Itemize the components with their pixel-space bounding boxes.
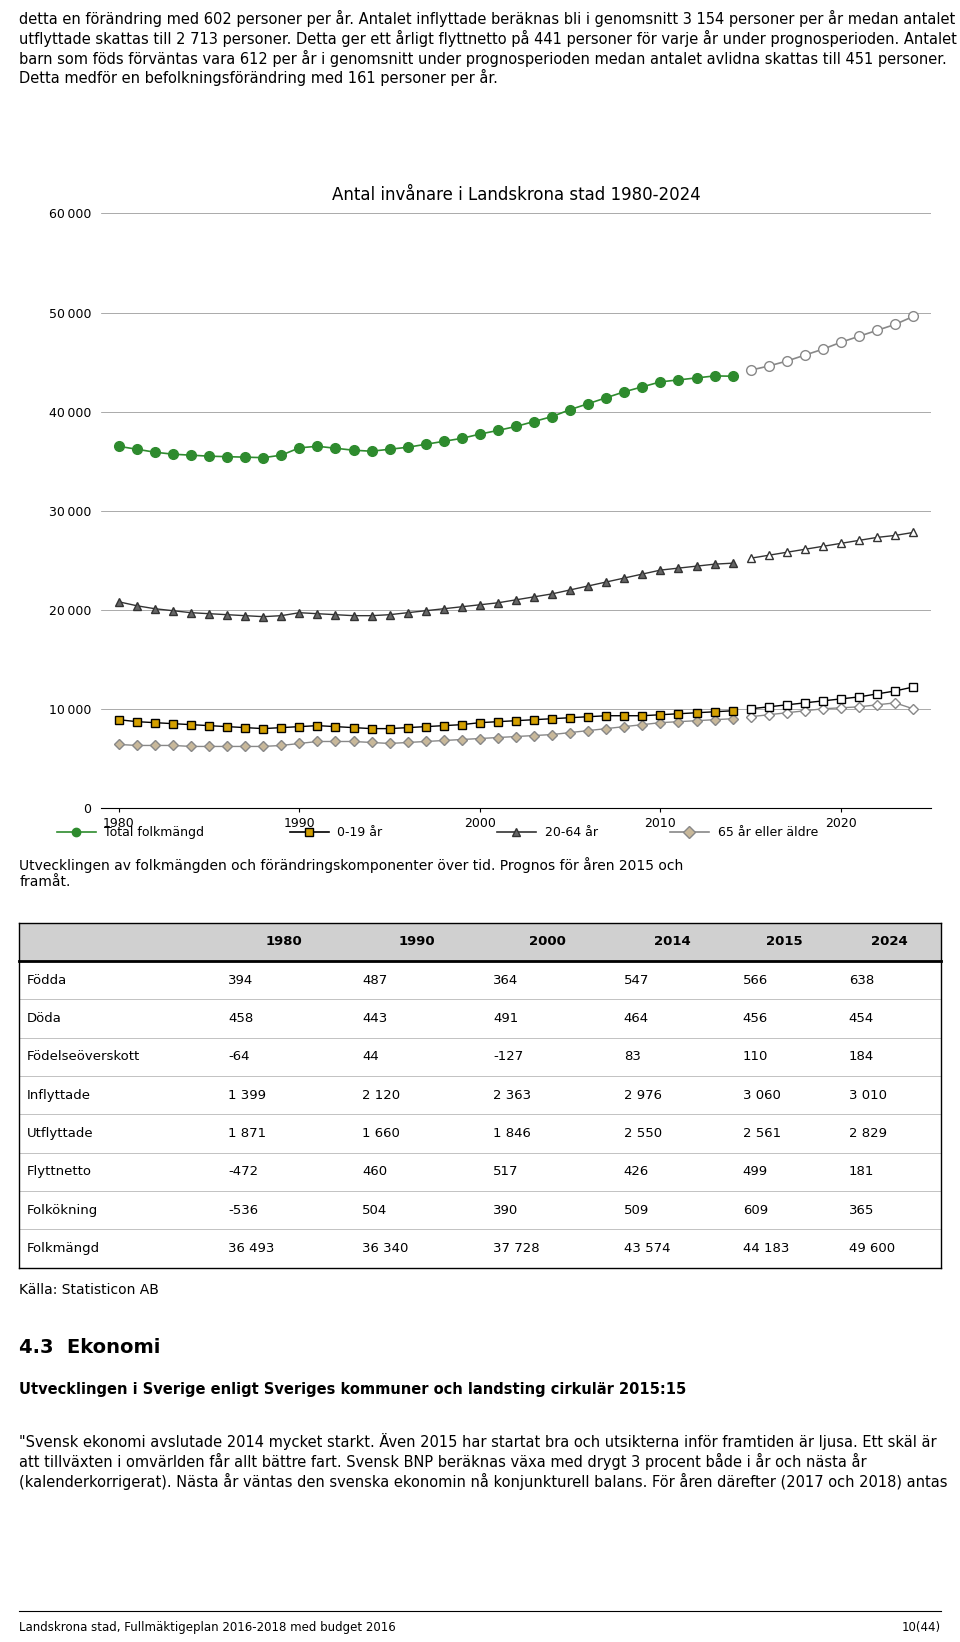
Text: 456: 456 xyxy=(743,1011,768,1025)
Text: 83: 83 xyxy=(624,1051,640,1064)
Text: 2 120: 2 120 xyxy=(362,1089,400,1102)
Text: 184: 184 xyxy=(849,1051,874,1064)
Bar xyxy=(19,923,941,961)
Text: 499: 499 xyxy=(743,1166,768,1179)
Text: detta en förändring med 602 personer per år. Antalet inflyttade beräknas bli i g: detta en förändring med 602 personer per… xyxy=(19,10,957,87)
Text: 20-64 år: 20-64 år xyxy=(545,826,598,839)
Text: 1980: 1980 xyxy=(266,936,302,949)
Text: 1 399: 1 399 xyxy=(228,1089,267,1102)
Text: Inflyttade: Inflyttade xyxy=(27,1089,90,1102)
Text: Utvecklingen av folkmängden och förändringskomponenter över tid. Prognos för åre: Utvecklingen av folkmängden och förändri… xyxy=(19,857,684,890)
Text: 566: 566 xyxy=(743,974,768,987)
Text: 49 600: 49 600 xyxy=(849,1241,895,1254)
Text: -536: -536 xyxy=(228,1204,258,1217)
Text: 609: 609 xyxy=(743,1204,768,1217)
Text: 36 493: 36 493 xyxy=(228,1241,275,1254)
Text: 390: 390 xyxy=(492,1204,518,1217)
Text: 517: 517 xyxy=(492,1166,518,1179)
Text: 2 976: 2 976 xyxy=(624,1089,661,1102)
Text: 2 550: 2 550 xyxy=(624,1126,661,1140)
Text: 364: 364 xyxy=(492,974,518,987)
Text: Flyttnetto: Flyttnetto xyxy=(27,1166,91,1179)
Text: 65 år eller äldre: 65 år eller äldre xyxy=(718,826,818,839)
Text: 2024: 2024 xyxy=(871,936,907,949)
Text: Folkmängd: Folkmängd xyxy=(27,1241,100,1254)
Text: 4.3  Ekonomi: 4.3 Ekonomi xyxy=(19,1338,160,1358)
Title: Antal invånare i Landskrona stad 1980-2024: Antal invånare i Landskrona stad 1980-20… xyxy=(331,186,701,204)
Text: Folkökning: Folkökning xyxy=(27,1204,98,1217)
Text: 509: 509 xyxy=(624,1204,649,1217)
Text: 0-19 år: 0-19 år xyxy=(338,826,383,839)
Text: 1 660: 1 660 xyxy=(362,1126,400,1140)
Text: 37 728: 37 728 xyxy=(492,1241,540,1254)
Text: Utvecklingen i Sverige enligt Sveriges kommuner och landsting cirkulär 2015:15: Utvecklingen i Sverige enligt Sveriges k… xyxy=(19,1381,686,1397)
Text: 36 340: 36 340 xyxy=(362,1241,408,1254)
Text: -127: -127 xyxy=(492,1051,523,1064)
Text: 454: 454 xyxy=(849,1011,874,1025)
Text: 460: 460 xyxy=(362,1166,387,1179)
Text: 547: 547 xyxy=(624,974,649,987)
Text: Födelseöverskott: Födelseöverskott xyxy=(27,1051,140,1064)
Text: Total folkmängd: Total folkmängd xyxy=(105,826,204,839)
Text: 3 060: 3 060 xyxy=(743,1089,780,1102)
Text: -64: -64 xyxy=(228,1051,250,1064)
Text: 458: 458 xyxy=(228,1011,253,1025)
Text: 1 871: 1 871 xyxy=(228,1126,267,1140)
Text: 2 561: 2 561 xyxy=(743,1126,780,1140)
Text: 443: 443 xyxy=(362,1011,387,1025)
Text: 43 574: 43 574 xyxy=(624,1241,670,1254)
Text: 2014: 2014 xyxy=(654,936,690,949)
Text: 181: 181 xyxy=(849,1166,874,1179)
Text: 638: 638 xyxy=(849,974,874,987)
Text: 10(44): 10(44) xyxy=(901,1621,941,1634)
Text: 1990: 1990 xyxy=(398,936,435,949)
Text: Utflyttade: Utflyttade xyxy=(27,1126,93,1140)
Text: "Svensk ekonomi avslutade 2014 mycket starkt. Även 2015 har startat bra och utsi: "Svensk ekonomi avslutade 2014 mycket st… xyxy=(19,1433,948,1491)
Text: 487: 487 xyxy=(362,974,387,987)
Text: 426: 426 xyxy=(624,1166,649,1179)
Text: -472: -472 xyxy=(228,1166,258,1179)
Text: 2 363: 2 363 xyxy=(492,1089,531,1102)
Text: Landskrona stad, Fullmäktigeplan 2016-2018 med budget 2016: Landskrona stad, Fullmäktigeplan 2016-20… xyxy=(19,1621,396,1634)
Text: 365: 365 xyxy=(849,1204,874,1217)
Text: Döda: Döda xyxy=(27,1011,61,1025)
Text: Födda: Födda xyxy=(27,974,67,987)
Text: 2 829: 2 829 xyxy=(849,1126,887,1140)
Text: 2000: 2000 xyxy=(529,936,565,949)
Text: 1 846: 1 846 xyxy=(492,1126,531,1140)
Text: 110: 110 xyxy=(743,1051,768,1064)
Text: 504: 504 xyxy=(362,1204,387,1217)
Text: 394: 394 xyxy=(228,974,253,987)
Text: 491: 491 xyxy=(492,1011,518,1025)
Text: 464: 464 xyxy=(624,1011,649,1025)
Text: Källa: Statisticon AB: Källa: Statisticon AB xyxy=(19,1284,159,1297)
Text: 44: 44 xyxy=(362,1051,379,1064)
Text: 3 010: 3 010 xyxy=(849,1089,887,1102)
Text: 44 183: 44 183 xyxy=(743,1241,789,1254)
Text: 2015: 2015 xyxy=(766,936,803,949)
